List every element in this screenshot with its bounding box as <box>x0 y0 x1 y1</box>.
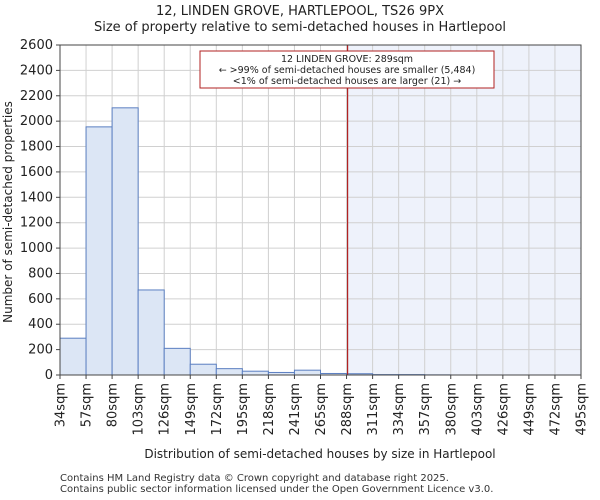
x-tick-label: 357sqm <box>418 383 433 436</box>
x-tick-label: 403sqm <box>470 383 485 436</box>
x-tick-label: 34sqm <box>54 383 69 427</box>
y-tick-label: 400 <box>28 317 53 332</box>
x-tick-label: 472sqm <box>548 383 563 436</box>
annotation-line-2: ← >99% of semi-detached houses are small… <box>219 65 476 76</box>
bar <box>293 369 322 376</box>
y-tick-label: 1600 <box>20 165 53 180</box>
x-tick-label: 195sqm <box>236 383 251 436</box>
x-tick-label: 449sqm <box>522 383 537 436</box>
x-tick-label: 241sqm <box>288 383 303 436</box>
x-tick-label: 426sqm <box>496 383 511 436</box>
y-tick-label: 2200 <box>20 89 53 104</box>
chart-title: 12, LINDEN GROVE, HARTLEPOOL, TS26 9PX <box>155 4 445 19</box>
annotation-line-1: 12 LINDEN GROVE: 289sqm <box>281 54 413 65</box>
x-tick-label: 265sqm <box>314 383 329 436</box>
x-tick-label: 311sqm <box>366 383 381 436</box>
x-tick-label: 288sqm <box>340 383 355 436</box>
x-tick-label: 495sqm <box>575 383 590 436</box>
x-tick-label: 218sqm <box>262 383 277 436</box>
y-tick-label: 800 <box>28 266 53 281</box>
x-tick-labels: 34sqm 57sqm 80sqm 103sqm 126sqm 149sqm 172sqm 1… <box>54 375 590 436</box>
bar <box>215 368 243 376</box>
x-tick-label: 80sqm <box>106 383 121 427</box>
bar <box>189 363 217 376</box>
bar <box>85 126 113 376</box>
y-tick-label: 2000 <box>20 114 53 129</box>
x-tick-label: 380sqm <box>444 383 459 436</box>
y-axis-label: Number of semi-detached properties <box>1 101 15 323</box>
x-tick-label: 334sqm <box>392 383 407 436</box>
y-tick-label: 600 <box>28 292 53 307</box>
y-tick-label: 1200 <box>20 216 53 231</box>
bar <box>137 289 165 376</box>
y-tick-label: 2600 <box>20 38 53 53</box>
footer-line-2: Contains public sector information licen… <box>60 484 494 495</box>
annotation-box: 12 LINDEN GROVE: 289sqm ← >99% of semi-d… <box>199 50 495 89</box>
bar <box>241 370 269 376</box>
x-axis-label: Distribution of semi-detached houses by … <box>144 447 495 461</box>
y-tick-label: 1400 <box>20 190 53 205</box>
x-tick-label: 149sqm <box>184 383 199 436</box>
y-tick-label: 200 <box>28 343 53 358</box>
y-tick-labels: 0 200 400 600 800 1000 1200 1400 1600 1800 2000 220… <box>20 38 60 383</box>
annotation-line-3: <1% of semi-detached houses are larger (… <box>233 76 461 87</box>
y-tick-label: 1000 <box>20 241 53 256</box>
larger-region-shade <box>347 45 581 375</box>
y-tick-label: 0 <box>45 368 53 383</box>
x-tick-label: 126sqm <box>158 383 173 436</box>
footer-line-1: Contains HM Land Registry data © Crown c… <box>60 473 449 484</box>
x-tick-label: 57sqm <box>80 383 95 427</box>
bar <box>111 107 139 376</box>
x-tick-label: 172sqm <box>210 383 225 436</box>
chart-subtitle: Size of property relative to semi-detach… <box>93 20 507 35</box>
y-tick-label: 2400 <box>20 63 53 78</box>
y-tick-label: 1800 <box>20 140 53 155</box>
bar <box>59 337 87 376</box>
bar <box>163 347 191 376</box>
x-tick-label: 103sqm <box>132 383 147 436</box>
